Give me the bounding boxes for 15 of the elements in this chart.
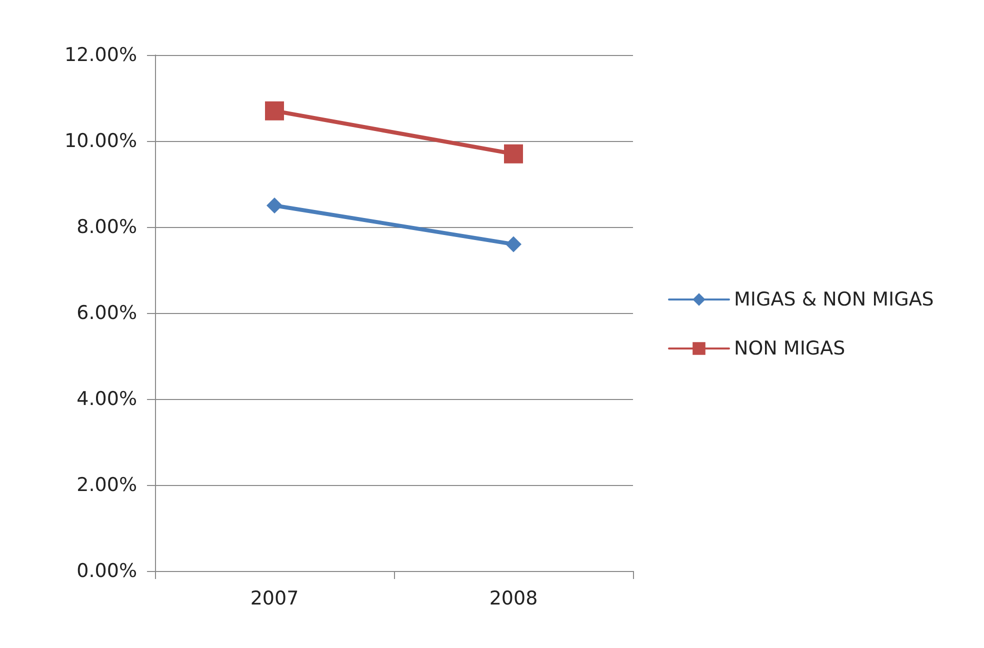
x-tick-label: 2008 (489, 588, 538, 610)
point (266, 198, 282, 214)
y-tick-label: 12.00% (64, 44, 137, 66)
y-tick-label: 4.00% (76, 388, 137, 410)
y-tick-label: 2.00% (76, 474, 137, 496)
y-tick-label: 8.00% (76, 216, 137, 238)
legend-label: NON MIGAS (734, 338, 846, 360)
point (265, 101, 284, 120)
x-tick-label: 2007 (250, 588, 299, 610)
point (504, 144, 523, 164)
point (506, 236, 522, 252)
legend-label: MIGAS & NON MIGAS (734, 288, 934, 310)
y-tick-label: 10.00% (64, 130, 137, 152)
y-tick-label: 0.00% (76, 560, 137, 582)
y-tick-label: 6.00% (76, 302, 137, 324)
